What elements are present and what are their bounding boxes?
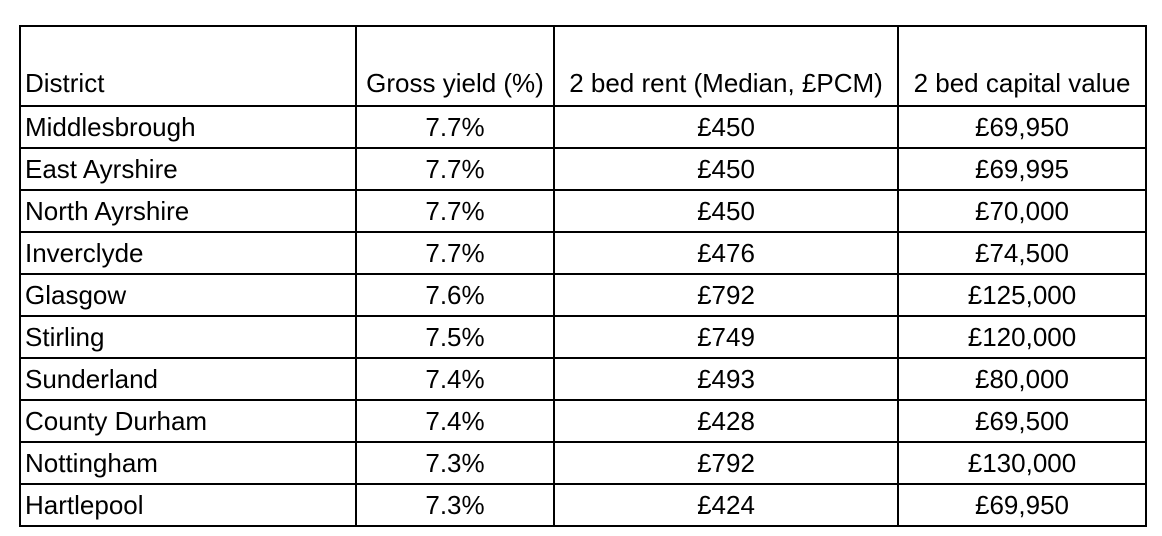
district-cell: Stirling xyxy=(19,315,357,359)
table-row: Hartlepool 7.3% £424 £69,950 xyxy=(19,483,1147,527)
district-cell: Inverclyde xyxy=(19,231,357,275)
district-yield-table: District Gross yield (%) 2 bed rent (Media… xyxy=(19,25,1147,527)
district-cell: Sunderland xyxy=(19,357,357,401)
value-cell: £424 xyxy=(553,483,899,527)
value-cell: £450 xyxy=(553,189,899,233)
value-cell: 7.7% xyxy=(355,147,555,191)
table-row: County Durham 7.4% £428 £69,500 xyxy=(19,399,1147,443)
column-header-district: District xyxy=(19,25,357,107)
district-cell: North Ayrshire xyxy=(19,189,357,233)
table-row: East Ayrshire 7.7% £450 £69,995 xyxy=(19,147,1147,191)
value-cell: £130,000 xyxy=(897,441,1147,485)
district-cell: County Durham xyxy=(19,399,357,443)
value-cell: 7.7% xyxy=(355,105,555,149)
value-cell: £69,500 xyxy=(897,399,1147,443)
district-cell: Nottingham xyxy=(19,441,357,485)
district-cell: East Ayrshire xyxy=(19,147,357,191)
value-cell: £70,000 xyxy=(897,189,1147,233)
table-row: Middlesbrough 7.7% £450 £69,950 xyxy=(19,105,1147,149)
district-cell: Middlesbrough xyxy=(19,105,357,149)
value-cell: 7.4% xyxy=(355,399,555,443)
district-cell: Glasgow xyxy=(19,273,357,317)
value-cell: £493 xyxy=(553,357,899,401)
value-cell: 7.5% xyxy=(355,315,555,359)
value-cell: 7.3% xyxy=(355,441,555,485)
value-cell: 7.7% xyxy=(355,231,555,275)
value-cell: £69,950 xyxy=(897,483,1147,527)
value-cell: £792 xyxy=(553,441,899,485)
header-row: District Gross yield (%) 2 bed rent (Media… xyxy=(19,25,1147,107)
table-row: North Ayrshire 7.7% £450 £70,000 xyxy=(19,189,1147,233)
value-cell: £428 xyxy=(553,399,899,443)
table-row: Stirling 7.5% £749 £120,000 xyxy=(19,315,1147,359)
table-row: Inverclyde 7.7% £476 £74,500 xyxy=(19,231,1147,275)
value-cell: £749 xyxy=(553,315,899,359)
value-cell: £476 xyxy=(553,231,899,275)
value-cell: 7.3% xyxy=(355,483,555,527)
value-cell: £450 xyxy=(553,105,899,149)
value-cell: £69,950 xyxy=(897,105,1147,149)
value-cell: £74,500 xyxy=(897,231,1147,275)
table-row: Sunderland 7.4% £493 £80,000 xyxy=(19,357,1147,401)
value-cell: 7.4% xyxy=(355,357,555,401)
column-header-2-bed-rent-median-pcm: 2 bed rent (Median, £PCM) xyxy=(553,25,899,107)
value-cell: 7.7% xyxy=(355,189,555,233)
value-cell: £792 xyxy=(553,273,899,317)
district-cell: Hartlepool xyxy=(19,483,357,527)
table-row: Glasgow 7.6% £792 £125,000 xyxy=(19,273,1147,317)
value-cell: £450 xyxy=(553,147,899,191)
value-cell: 7.6% xyxy=(355,273,555,317)
table-body: Middlesbrough 7.7% £450 £69,950 East Ayrshir… xyxy=(19,105,1147,527)
column-header-2-bed-capital-value: 2 bed capital value xyxy=(897,25,1147,107)
table-row: Nottingham 7.3% £792 £130,000 xyxy=(19,441,1147,485)
value-cell: £80,000 xyxy=(897,357,1147,401)
value-cell: £69,995 xyxy=(897,147,1147,191)
column-header-gross-yield: Gross yield (%) xyxy=(355,25,555,107)
value-cell: £125,000 xyxy=(897,273,1147,317)
value-cell: £120,000 xyxy=(897,315,1147,359)
